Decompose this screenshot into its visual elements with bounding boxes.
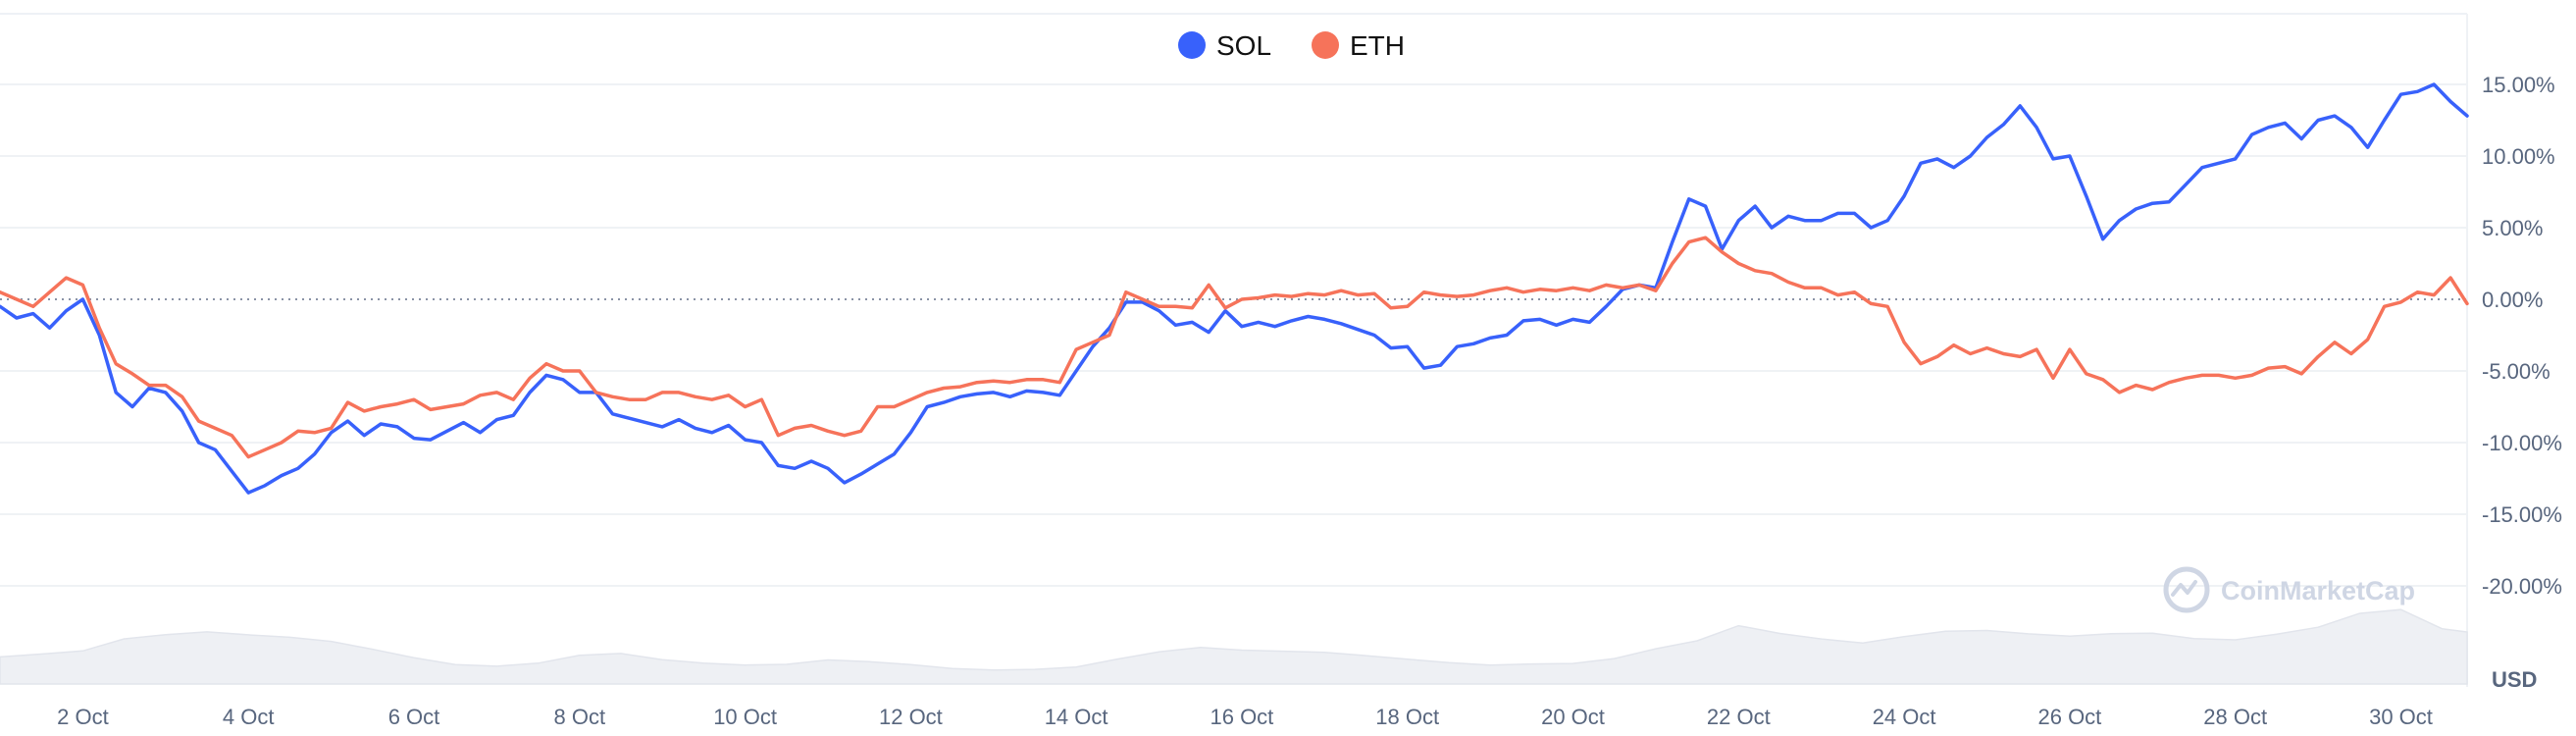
volume-area	[0, 608, 2468, 685]
y-tick-label: 5.00%	[2482, 216, 2543, 240]
currency-label: USD	[2492, 667, 2537, 692]
x-tick-label: 14 Oct	[1045, 705, 1108, 729]
x-tick-label: 26 Oct	[2037, 705, 2101, 729]
x-tick-label: 16 Oct	[1210, 705, 1273, 729]
legend-dot-icon	[1312, 31, 1339, 59]
series-line-eth	[0, 236, 2469, 459]
legend-dot-icon	[1178, 31, 1206, 59]
legend-item-eth[interactable]: ETH	[1312, 30, 1405, 61]
x-tick-label: 8 Oct	[554, 705, 606, 729]
x-tick-label: 22 Oct	[1707, 705, 1771, 729]
legend[interactable]: SOL ETH	[1178, 30, 1405, 61]
x-tick-label: 10 Oct	[713, 705, 777, 729]
y-tick-label: -5.00%	[2482, 359, 2550, 384]
grid-layer	[0, 13, 2468, 687]
y-tick-label: 15.00%	[2482, 73, 2555, 97]
volume-layer	[0, 608, 2468, 685]
legend-label: SOL	[1216, 30, 1271, 61]
coinmarketcap-logo-icon	[2163, 566, 2210, 613]
axes-layer: 15.00% 10.00% 5.00% 0.00% -5.00% -10.00% -15.0…	[57, 73, 2562, 729]
y-tick-label: -20.00%	[2482, 574, 2562, 599]
series-line-sol	[0, 82, 2469, 495]
legend-label: ETH	[1350, 30, 1405, 61]
x-tick-label: 12 Oct	[879, 705, 943, 729]
y-tick-label: -15.00%	[2482, 502, 2562, 527]
x-tick-label: 18 Oct	[1375, 705, 1439, 729]
legend-item-sol[interactable]: SOL	[1178, 30, 1271, 61]
x-tick-label: 6 Oct	[388, 705, 440, 729]
y-tick-label: 0.00%	[2482, 288, 2543, 312]
x-tick-label: 20 Oct	[1541, 705, 1605, 729]
y-tick-label: 10.00%	[2482, 144, 2555, 169]
watermark-text: CoinMarketCap	[2221, 576, 2415, 605]
x-tick-label: 30 Oct	[2369, 705, 2433, 729]
watermark: CoinMarketCap	[2163, 566, 2415, 613]
x-tick-label: 2 Oct	[57, 705, 109, 729]
series-layer	[0, 82, 2469, 495]
coinmarketcap-logo-mark	[2171, 580, 2197, 597]
x-tick-label: 24 Oct	[1873, 705, 1936, 729]
x-tick-label: 28 Oct	[2203, 705, 2267, 729]
y-tick-label: -10.00%	[2482, 431, 2562, 455]
x-tick-label: 4 Oct	[223, 705, 275, 729]
